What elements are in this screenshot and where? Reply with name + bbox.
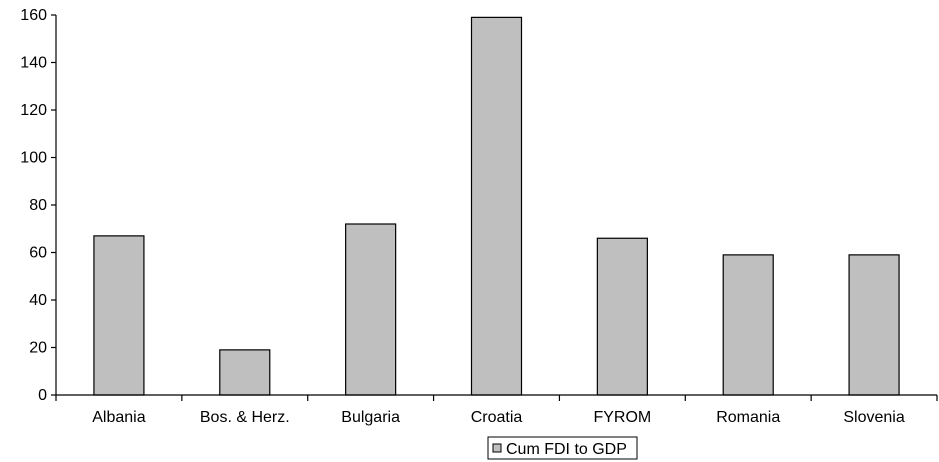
x-tick-label: Bos. & Herz. xyxy=(200,409,290,426)
y-tick-label: 120 xyxy=(20,102,47,119)
y-tick-label: 160 xyxy=(20,7,47,24)
x-tick-label: Albania xyxy=(92,409,145,426)
bar-bulgaria xyxy=(345,223,397,396)
x-tick-label: Croatia xyxy=(471,409,523,426)
bar-bos-herz xyxy=(219,349,271,396)
bars-layer xyxy=(93,16,900,396)
bar-romania xyxy=(722,254,774,396)
legend: Cum FDI to GDP xyxy=(487,436,638,460)
x-axis-ticks: Albania Bos. & Herz. Bulgaria Croatia FYROM R… xyxy=(55,395,938,426)
bar-albania xyxy=(93,235,145,396)
y-tick-label: 40 xyxy=(29,292,47,309)
x-tick-label: Romania xyxy=(716,409,780,426)
y-tick-label: 140 xyxy=(20,55,47,72)
y-tick-label: 100 xyxy=(20,150,47,167)
x-tick-label: Bulgaria xyxy=(341,409,400,426)
bar-croatia xyxy=(470,16,523,396)
y-tick-label: 80 xyxy=(29,197,47,214)
y-tick-label: 60 xyxy=(29,245,47,262)
bar-fyrom xyxy=(596,237,648,396)
y-axis-ticks: 0 20 40 60 80 100 120 140 160 xyxy=(20,7,56,404)
legend-label: Cum FDI to GDP xyxy=(506,441,627,458)
y-tick-label: 0 xyxy=(38,387,47,404)
x-tick-label: Slovenia xyxy=(843,409,904,426)
legend-swatch xyxy=(492,443,502,453)
y-tick-label: 20 xyxy=(29,340,47,357)
bar-slovenia xyxy=(848,254,900,396)
legend-box xyxy=(487,436,638,460)
x-tick-label: FYROM xyxy=(593,409,651,426)
